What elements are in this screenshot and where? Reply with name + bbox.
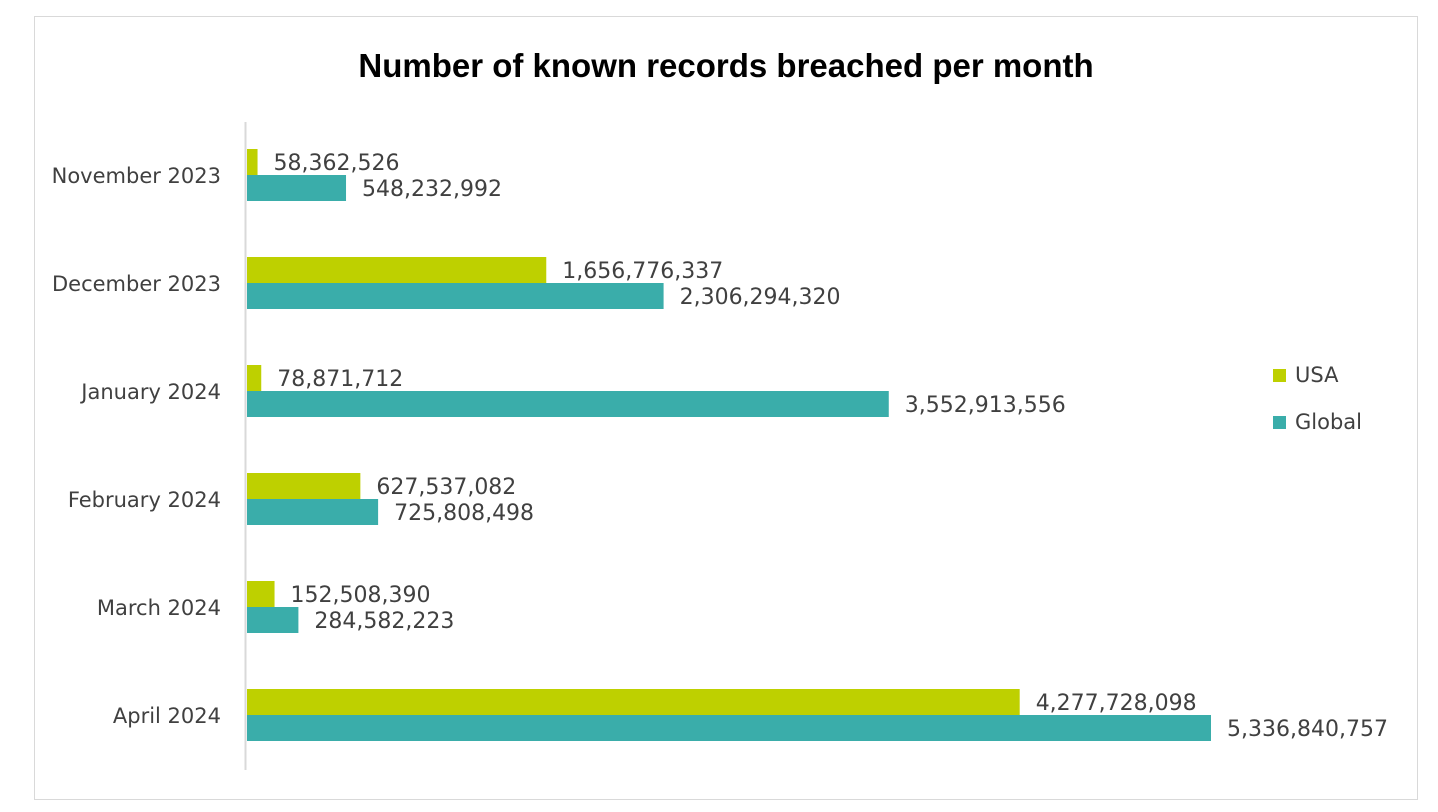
bar-global-december-2023 [247,283,664,309]
category-label-december-2023: December 2023 [52,272,221,296]
data-label-usa-april-2024: 4,277,728,098 [1036,691,1197,716]
bars-layer [247,149,1211,741]
bar-usa-march-2024 [247,581,275,607]
legend-label-global: Global [1295,410,1362,434]
category-label-february-2024: February 2024 [68,488,221,512]
data-label-global-december-2023: 2,306,294,320 [680,285,841,310]
category-label-january-2024: January 2024 [79,380,221,404]
bar-usa-april-2024 [247,689,1020,715]
category-label-april-2024: April 2024 [113,704,221,728]
bar-usa-december-2023 [247,257,547,283]
data-label-usa-november-2023: 58,362,526 [274,151,400,176]
legend: USA Global [1273,363,1362,434]
bar-global-april-2024 [247,715,1211,741]
chart-title: Number of known records breached per mon… [358,47,1094,84]
legend-swatch-usa [1273,369,1286,382]
data-label-usa-february-2024: 627,537,082 [376,475,516,500]
legend-label-usa: USA [1295,363,1339,387]
bar-global-march-2024 [247,607,299,633]
bar-usa-january-2024 [247,365,262,391]
bar-global-november-2023 [247,175,347,201]
bar-global-february-2024 [247,499,379,525]
data-label-usa-march-2024: 152,508,390 [291,583,431,608]
data-label-global-april-2024: 5,336,840,757 [1227,717,1388,742]
data-label-global-march-2024: 284,582,223 [314,609,454,634]
data-label-global-january-2024: 3,552,913,556 [905,393,1066,418]
category-label-march-2024: March 2024 [97,596,221,620]
data-label-usa-january-2024: 78,871,712 [277,367,403,392]
bar-usa-february-2024 [247,473,361,499]
category-label-november-2023: November 2023 [52,164,221,188]
data-label-global-november-2023: 548,232,992 [362,177,502,202]
legend-swatch-global [1273,416,1286,429]
data-label-global-february-2024: 725,808,498 [394,501,534,526]
data-label-usa-december-2023: 1,656,776,337 [562,259,723,284]
bar-usa-november-2023 [247,149,258,175]
bar-global-january-2024 [247,391,889,417]
